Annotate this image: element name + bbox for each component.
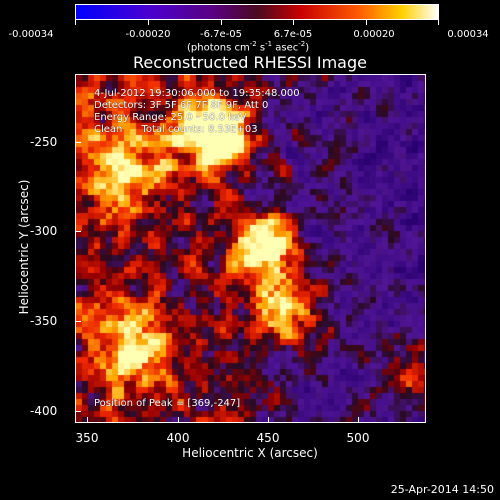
colorbar-tick-label: 0.00034 bbox=[447, 29, 489, 40]
plot-title: Reconstructed RHESSI Image bbox=[133, 53, 367, 72]
detectors-label: Detectors: 3F 5F 6F 7F 8F 9F, Att 0 bbox=[94, 100, 269, 111]
peak-position-label: Position of Peak = [369,-247] bbox=[94, 398, 241, 409]
colorbar-tick-label: -0.00020 bbox=[125, 29, 171, 40]
x-tick-label: 400 bbox=[166, 431, 190, 445]
colorbar-tick-label: -6.7e-05 bbox=[200, 29, 242, 40]
method-counts-label: Clean Total counts: 8.53E+03 bbox=[94, 124, 258, 135]
colorbar bbox=[75, 4, 439, 20]
y-axis-label: Heliocentric Y (arcsec) bbox=[17, 179, 31, 315]
x-axis-label: Heliocentric X (arcsec) bbox=[182, 446, 318, 460]
image-panel: 4-Jul-2012 19:30:06.000 to 19:35:48.000 … bbox=[75, 74, 426, 423]
y-tick-label: -250 bbox=[30, 135, 58, 149]
colorbar-tick-label: -0.00034 bbox=[8, 29, 54, 40]
x-tick-label: 450 bbox=[256, 431, 280, 445]
energy-range-label: Energy Range: 25.0 - 50.0 keV bbox=[94, 112, 247, 123]
y-tick-label: -300 bbox=[30, 224, 58, 238]
flux-image bbox=[76, 75, 425, 422]
x-tick-label: 500 bbox=[346, 431, 370, 445]
colorbar-units: (photons cm-2 s-1 asec-2) bbox=[187, 40, 310, 54]
colorbar-tick-label: 6.7e-05 bbox=[273, 29, 313, 40]
y-tick-label: -350 bbox=[30, 314, 58, 328]
colorbar-tick-label: 0.00020 bbox=[353, 29, 395, 40]
y-tick-label: -400 bbox=[30, 404, 58, 418]
date-stamp: 25-Apr-2014 14:50 bbox=[390, 483, 494, 496]
x-tick-label: 350 bbox=[75, 431, 99, 445]
time-range-label: 4-Jul-2012 19:30:06.000 to 19:35:48.000 bbox=[94, 88, 300, 99]
